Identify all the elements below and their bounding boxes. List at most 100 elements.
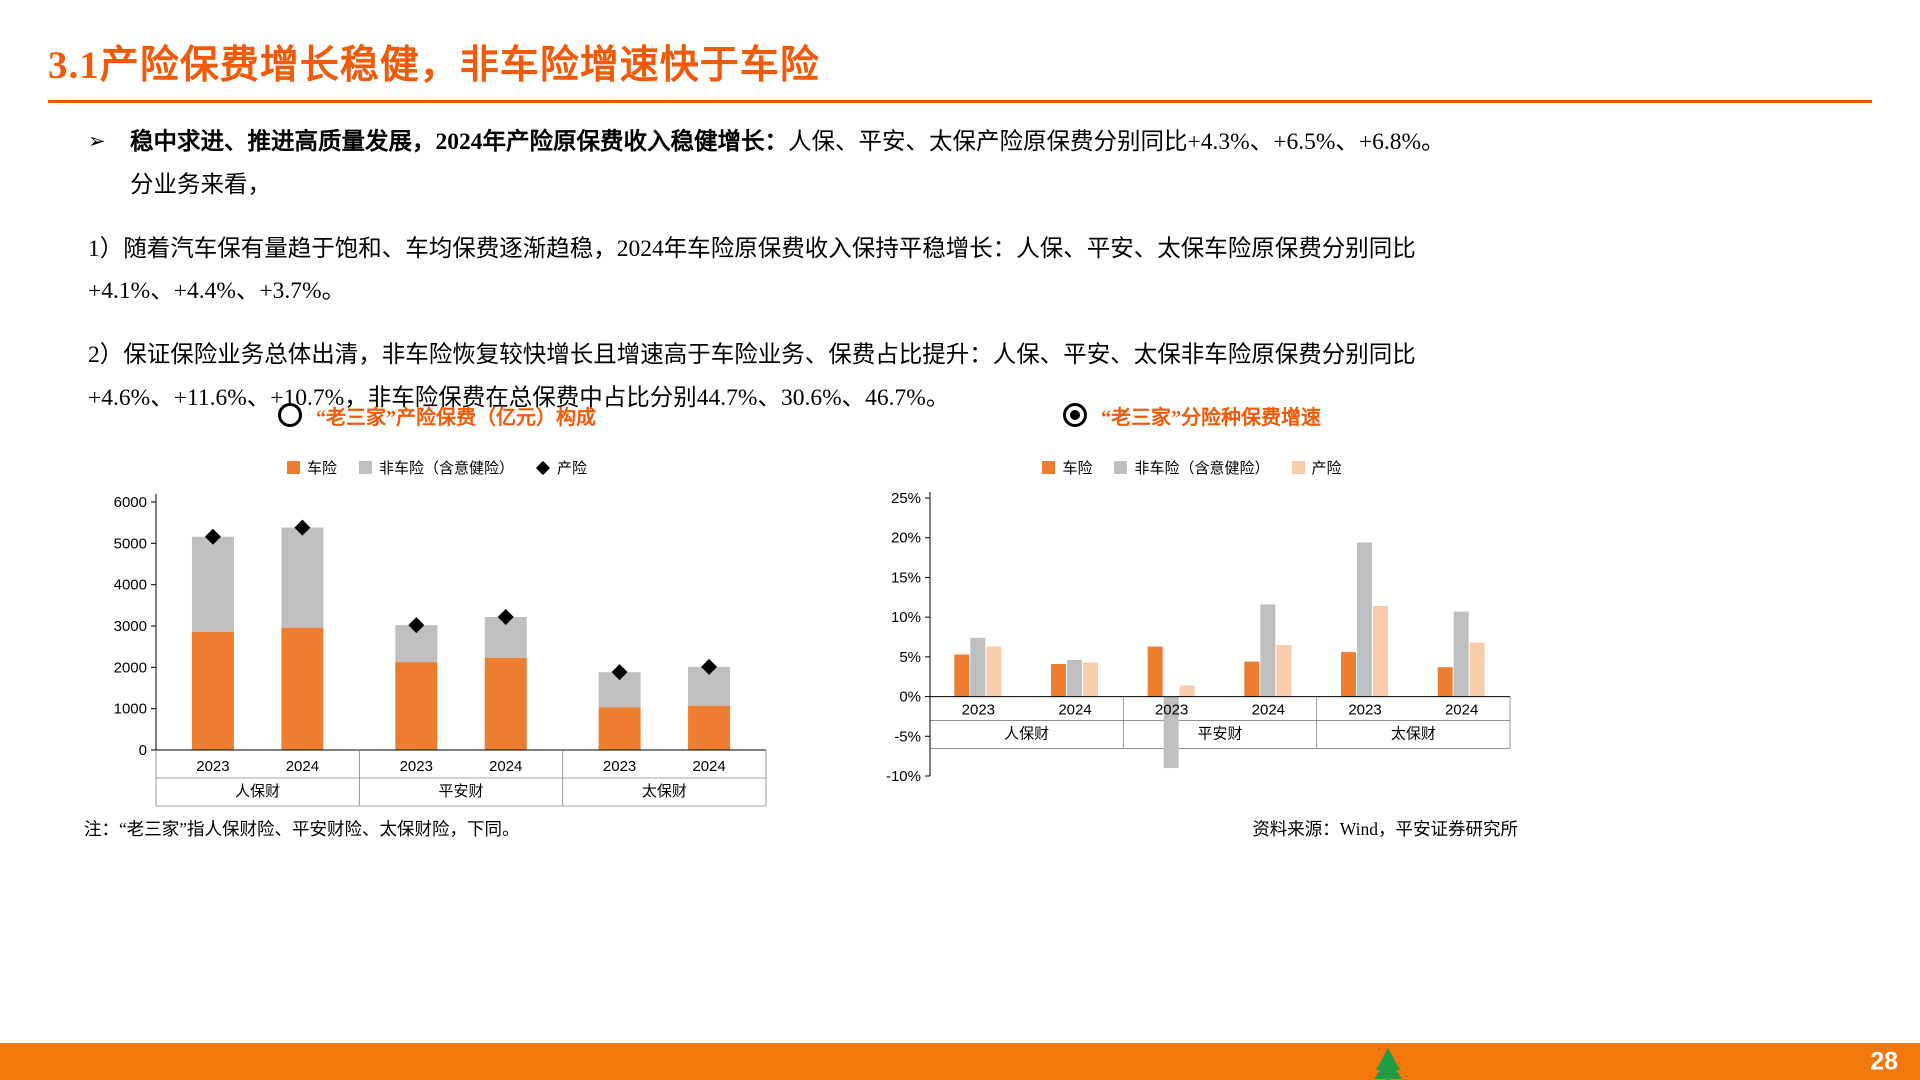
y-tick-label: -10% — [886, 768, 921, 785]
left-chart-title-row: “老三家”产险保费（亿元）构成 — [92, 399, 782, 431]
bar-motor — [688, 705, 731, 750]
bar-2 — [986, 646, 1002, 697]
source-text: 资料来源：Wind，平安证券研究所 — [1252, 819, 1518, 839]
right-chart-title-row: “老三家”分险种保费增速 — [862, 399, 1522, 431]
x-group-label: 人保财 — [1004, 726, 1049, 743]
left-chart-title: “老三家”产险保费（亿元）构成 — [316, 406, 596, 429]
page-number: 28 — [1870, 1047, 1898, 1075]
right-chart-legend: 车险 非车险（含意健险） 产险 — [862, 457, 1522, 478]
legend-label: 非车险（含意健险） — [1134, 460, 1270, 477]
bar-0 — [1341, 652, 1356, 697]
legend-item: 车险 — [286, 457, 337, 478]
left-chart-plot: 2023 2024 人保财 2023 2024 平安财 2023 2024 太保财 0 1000 20… — [114, 494, 767, 807]
x-year-label: 2024 — [692, 758, 725, 775]
y-tick-label: 1000 — [114, 701, 147, 718]
square-swatch — [358, 461, 372, 474]
x-group-label: 太保财 — [642, 783, 687, 800]
x-group-label: 人保财 — [235, 783, 280, 800]
lead-text: 稳中求进、推进高质量发展，2024年产险原保费收入稳健增长：人保、平安、太保产险… — [130, 129, 1445, 198]
marker-total — [701, 658, 718, 675]
bar-1 — [1163, 696, 1179, 769]
x-year-label: 2024 — [1252, 702, 1285, 719]
square-swatch — [1042, 461, 1056, 474]
bar-nonmotor — [281, 527, 324, 628]
lead-tail-text: 分业务来看， — [130, 171, 271, 198]
title-divider — [48, 100, 1872, 103]
bar-1 — [1067, 660, 1082, 697]
y-tick-label: 4000 — [114, 577, 147, 594]
y-tick-label: 0 — [139, 742, 147, 759]
footer-bar: 28 — [0, 1043, 1920, 1080]
square-swatch — [1114, 461, 1128, 474]
marker-total — [294, 519, 311, 536]
x-year-label: 2023 — [962, 702, 995, 719]
x-year-label: 2023 — [400, 758, 433, 775]
left-chart-legend: 车险 非车险（含意健险） 产险 — [92, 457, 782, 478]
bar-motor — [191, 631, 234, 750]
x-year-label: 2023 — [603, 758, 636, 775]
x-group-label: 太保财 — [1391, 726, 1436, 743]
right-chart-title: “老三家”分险种保费增速 — [1101, 406, 1321, 429]
lead-bold-text: 稳中求进、推进高质量发展，2024年产险原保费收入稳健增长： — [130, 129, 788, 155]
marker-total — [611, 664, 628, 681]
x-year-label: 2024 — [1058, 702, 1091, 719]
bullseye-circle-icon — [1063, 403, 1087, 427]
legend-label: 非车险（含意健险） — [378, 460, 514, 477]
bullet-arrow-icon: ➢ — [88, 129, 106, 153]
marker-total — [204, 528, 221, 545]
lead-paragraph: ➢ 稳中求进、推进高质量发展，2024年产险原保费收入稳健增长：人保、平安、太保… — [88, 121, 1492, 207]
paragraph-2: 2）保证保险业务总体出清，非车险恢复较快增长且增速高于车险业务、保费占比提升：人… — [88, 342, 1416, 411]
bar-nonmotor — [191, 536, 234, 632]
bar-motor — [395, 662, 438, 750]
bar-0 — [1244, 661, 1260, 697]
legend-item: 非车险（含意健险） — [358, 457, 514, 478]
x-year-label: 2023 — [1155, 702, 1188, 719]
x-group-label: 平安财 — [1197, 726, 1242, 743]
premium-composition-chart: “老三家”产险保费（亿元）构成 车险 非车险（含意健险） 产险 2023 2024 人保… — [92, 399, 782, 820]
legend-label: 产险 — [557, 460, 588, 477]
y-tick-label: 10% — [891, 609, 921, 626]
bar-1 — [1260, 604, 1276, 697]
bar-motor — [598, 707, 641, 750]
company-logo — [1374, 1048, 1402, 1080]
legend-item: 产险 — [1291, 457, 1342, 478]
square-swatch — [286, 461, 300, 474]
bar-2 — [1276, 644, 1292, 697]
bar-2 — [1179, 685, 1195, 697]
x-year-label: 2023 — [1348, 702, 1381, 719]
x-group-label: 平安财 — [438, 783, 483, 800]
bar-motor — [281, 627, 324, 750]
y-tick-label: 6000 — [114, 494, 147, 511]
y-tick-label: 2000 — [114, 659, 147, 676]
hollow-circle-icon — [278, 403, 302, 427]
bar-1 — [1453, 611, 1469, 697]
lead-rest-text: 人保、平安、太保产险原保费分别同比+4.3%、+6.5%、+6.8%。 — [788, 129, 1445, 155]
square-swatch — [1291, 461, 1305, 474]
diamond-marker-swatch — [535, 460, 551, 475]
bar-1 — [1357, 542, 1372, 697]
legend-label: 车险 — [306, 460, 337, 477]
bar-motor — [484, 657, 527, 750]
paragraph-1: 1）随着汽车保有量趋于饱和、车均保费逐渐趋稳，2024年车险原保费收入保持平稳增… — [88, 235, 1416, 305]
y-tick-label: -5% — [894, 728, 921, 745]
y-tick-label: 15% — [891, 569, 921, 586]
x-year-label: 2024 — [1445, 702, 1478, 719]
bar-1 — [970, 637, 986, 697]
legend-item: 产险 — [535, 457, 588, 478]
marker-total — [497, 608, 514, 625]
bar-2 — [1373, 606, 1388, 697]
legend-item: 非车险（含意健险） — [1114, 457, 1270, 478]
legend-item: 车险 — [1042, 457, 1092, 478]
y-tick-label: 20% — [891, 530, 921, 547]
y-tick-label: 5000 — [114, 535, 147, 552]
bar-0 — [1437, 667, 1453, 697]
bar-0 — [954, 654, 970, 697]
marker-total — [408, 617, 425, 634]
x-year-label: 2024 — [286, 758, 319, 775]
premium-growth-chart: “老三家”分险种保费增速 车险 非车险（含意健险） 产险 -10% -5% 0% 5% 10… — [862, 399, 1522, 792]
x-year-label: 2023 — [196, 758, 229, 775]
page-title: 3.1产险保费增长稳健，非车险增速快于车险 — [48, 44, 820, 87]
legend-label: 车险 — [1062, 460, 1093, 477]
x-year-label: 2024 — [489, 758, 522, 775]
bar-0 — [1051, 664, 1066, 697]
